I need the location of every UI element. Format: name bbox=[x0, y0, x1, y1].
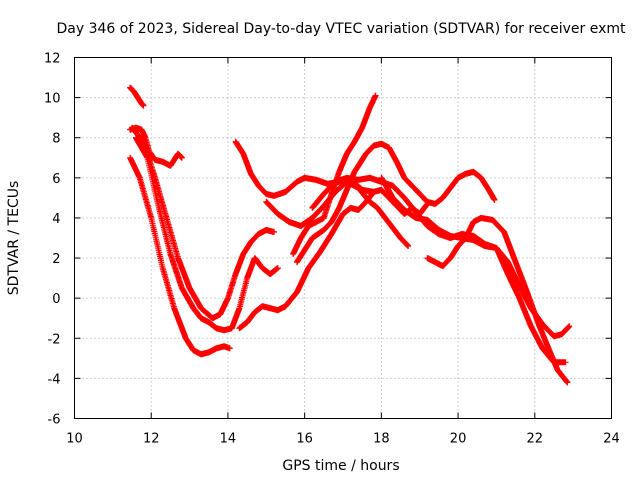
series-arc-13 bbox=[378, 174, 573, 340]
series-arc-9 bbox=[290, 92, 379, 257]
x-tick-label: 20 bbox=[450, 432, 467, 447]
y-tick-label: 12 bbox=[44, 52, 61, 67]
series-arc-1 bbox=[127, 84, 147, 109]
y-tick-label: 8 bbox=[52, 132, 60, 147]
data-points bbox=[290, 92, 379, 257]
x-tick-label: 10 bbox=[66, 432, 83, 447]
x-tick-label: 18 bbox=[373, 432, 390, 447]
data-series bbox=[127, 84, 573, 386]
data-points bbox=[127, 84, 147, 109]
data-points bbox=[236, 188, 377, 332]
y-tick-label: 10 bbox=[44, 92, 61, 107]
data-points bbox=[127, 154, 233, 358]
x-tick-label: 16 bbox=[296, 432, 313, 447]
plot-frame bbox=[74, 57, 612, 419]
series-arc-4 bbox=[127, 154, 233, 358]
chart-title: Day 346 of 2023, Sidereal Day-to-day VTE… bbox=[57, 21, 627, 37]
x-tick-label: 22 bbox=[527, 432, 544, 447]
series-arc-7 bbox=[236, 188, 377, 332]
series-arc-12 bbox=[424, 214, 571, 386]
series-arc-10 bbox=[294, 140, 498, 266]
x-tick-label: 14 bbox=[220, 432, 237, 447]
y-axis-label: SDTVAR / TECUs bbox=[6, 181, 22, 296]
y-tick-label: -2 bbox=[48, 332, 61, 347]
data-points bbox=[424, 214, 571, 386]
series-arc-5 bbox=[132, 134, 281, 334]
x-axis-label: GPS time / hours bbox=[282, 458, 399, 474]
y-tick-label: 4 bbox=[52, 212, 60, 227]
y-tick-label: 6 bbox=[52, 172, 60, 187]
data-points bbox=[132, 134, 281, 334]
data-points bbox=[294, 140, 498, 266]
y-tick-label: -4 bbox=[48, 372, 61, 387]
y-tick-label: 0 bbox=[52, 292, 60, 307]
y-tick-label: 2 bbox=[52, 252, 60, 267]
x-tick-label: 24 bbox=[603, 432, 620, 447]
x-tick-label: 12 bbox=[143, 432, 160, 447]
y-tick-label: -6 bbox=[48, 413, 61, 428]
data-points bbox=[378, 174, 573, 340]
